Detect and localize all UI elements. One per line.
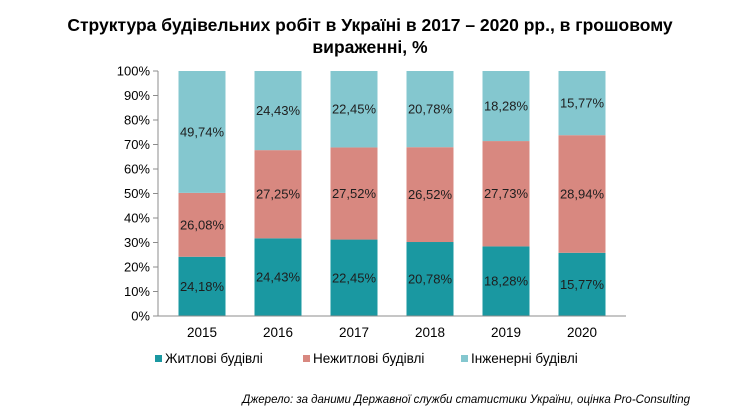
bar-segment: [178, 256, 226, 316]
y-tick-label: 20%: [124, 260, 150, 275]
source-note: Джерело: за даними Державної служби стат…: [242, 394, 690, 406]
data-label: 20,78%: [408, 272, 453, 287]
legend: Житлові будівлі Нежитлові будівлі Інженерн…: [155, 351, 578, 366]
bar-segment: [406, 147, 454, 243]
data-label: 24,18%: [180, 279, 225, 294]
x-tick-label: 2015: [187, 325, 217, 340]
legend-label: Житлові будівлі: [165, 351, 263, 366]
bar-segment: [330, 71, 378, 148]
x-tick-label: 2016: [263, 325, 293, 340]
legend-label: Нежитлові будівлі: [313, 351, 424, 366]
bar-segment: [482, 141, 530, 247]
x-tick-label: 2017: [339, 325, 369, 340]
chart-title: Структура будівельних робіт в Україні в …: [67, 15, 673, 57]
y-tick-label: 60%: [124, 162, 150, 177]
bar-segment: [482, 246, 530, 316]
bar-segment: [406, 71, 454, 148]
data-label: 24,43%: [256, 270, 301, 285]
bar-segment: [178, 192, 226, 257]
y-axis: 0% 10% 20% 30% 40% 50% 60% 70% 80% 90% 100%: [117, 64, 159, 324]
data-label: 22,45%: [332, 270, 377, 285]
bar-segment: [178, 71, 226, 193]
bar-segment: [406, 242, 454, 316]
stacked-bar-chart: 0% 10% 20% 30% 40% 50% 60% 70% 80% 90% 100% 24,18%…: [117, 64, 626, 366]
data-label: 26,52%: [408, 187, 453, 202]
bar-segment: [558, 252, 606, 316]
y-tick-label: 0%: [131, 309, 150, 324]
data-label: 18,28%: [484, 274, 529, 289]
data-label: 27,52%: [332, 186, 377, 201]
y-tick-label: 90%: [124, 88, 150, 103]
y-tick-label: 50%: [124, 186, 150, 201]
data-label: 26,08%: [180, 217, 225, 232]
bars: 24,18% 26,08% 49,74% 24,43% 27,25% 24,43% 22,4…: [178, 71, 606, 316]
bar-segment: [330, 147, 378, 240]
x-axis: 2015 2016 2017 2018 2019 2020: [158, 315, 626, 340]
data-label: 15,77%: [560, 96, 605, 111]
y-tick-label: 70%: [124, 137, 150, 152]
legend-swatch: [155, 355, 162, 362]
bar-segment: [558, 71, 606, 136]
y-tick-label: 40%: [124, 211, 150, 226]
data-label: 24,43%: [256, 103, 301, 118]
legend-swatch: [461, 355, 468, 362]
bar-segment: [254, 71, 302, 151]
data-label: 18,28%: [484, 99, 529, 114]
bar-segment: [330, 239, 378, 316]
data-label: 15,77%: [560, 277, 605, 292]
legend-label: Інженерні будівлі: [471, 351, 578, 366]
x-tick-label: 2018: [415, 325, 445, 340]
legend-swatch: [303, 355, 310, 362]
y-tick-label: 100%: [117, 64, 151, 79]
data-label: 27,25%: [256, 187, 301, 202]
bar-segment: [254, 238, 302, 316]
y-tick-label: 80%: [124, 113, 150, 128]
data-label: 20,78%: [408, 102, 453, 117]
x-tick-label: 2019: [491, 325, 521, 340]
x-tick-label: 2020: [567, 325, 597, 340]
bar-segment: [482, 71, 530, 142]
data-label: 22,45%: [332, 102, 377, 117]
y-tick-label: 10%: [124, 284, 150, 299]
y-tick-label: 30%: [124, 235, 150, 250]
data-label: 27,73%: [484, 186, 529, 201]
data-label: 28,94%: [560, 186, 605, 201]
bar-segment: [254, 150, 302, 239]
bar-segment: [558, 135, 606, 253]
data-label: 49,74%: [180, 124, 225, 139]
